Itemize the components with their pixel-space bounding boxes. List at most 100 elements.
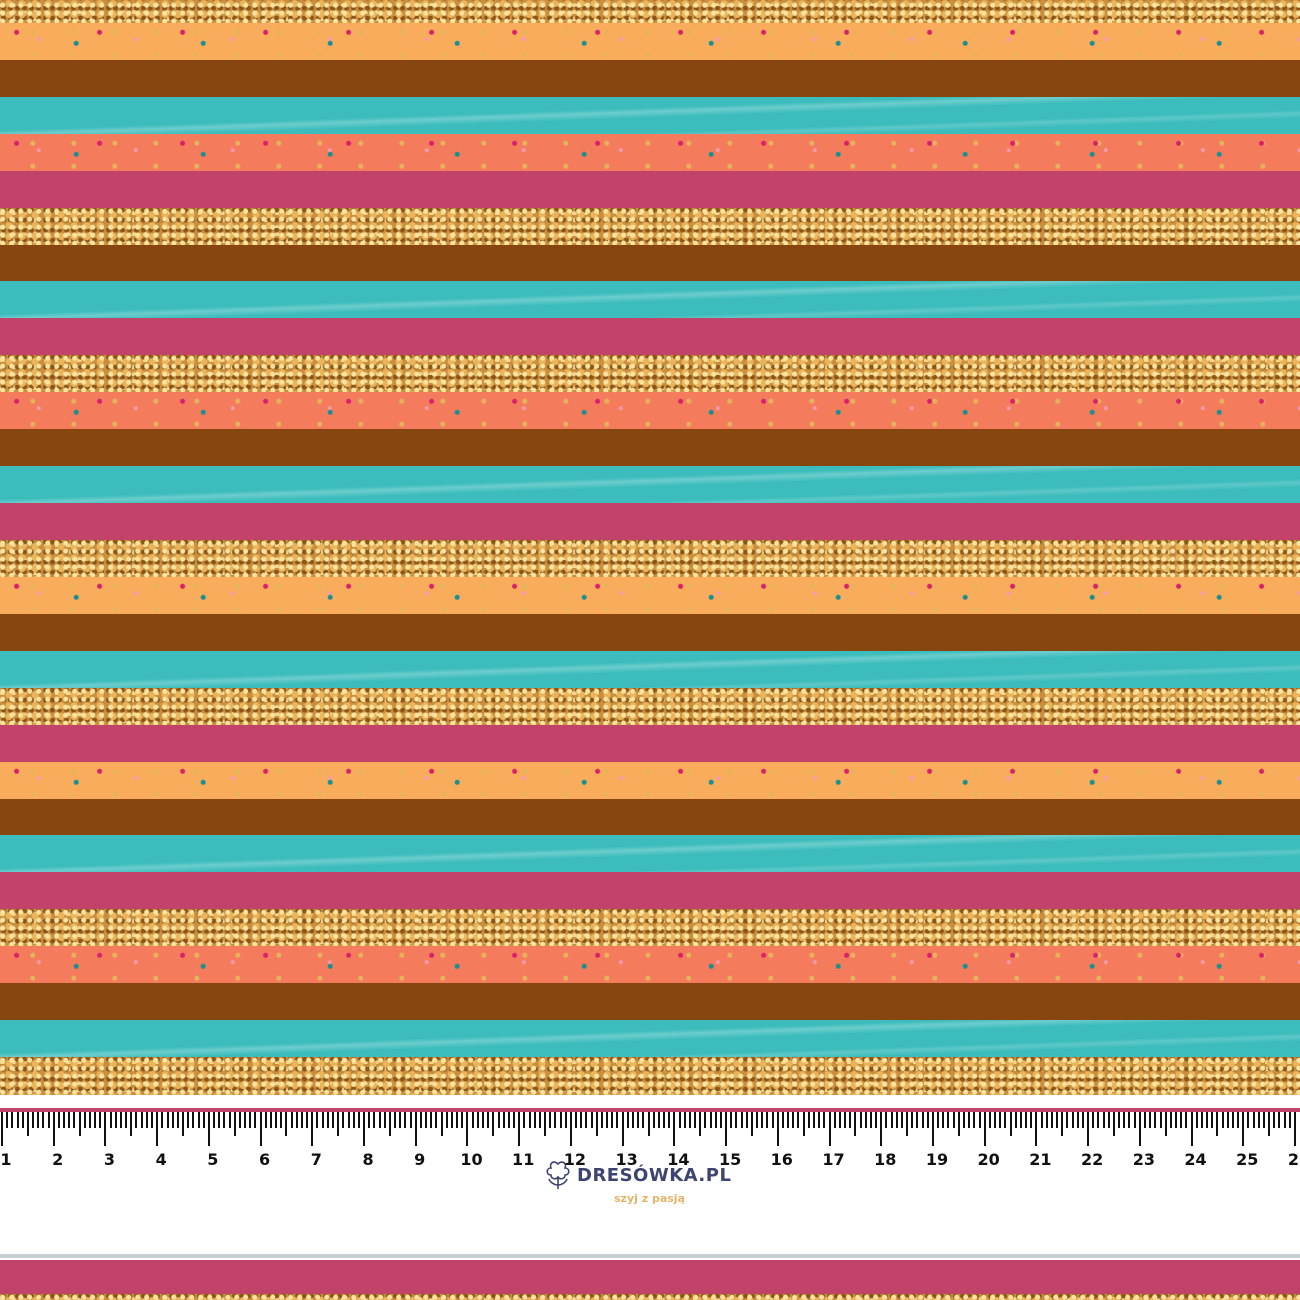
ruler-tick — [890, 1112, 893, 1128]
stripe-brown — [0, 983, 1300, 1022]
stripe-gold — [0, 540, 1300, 578]
ruler-tick — [1087, 1112, 1090, 1146]
ruler-tick — [797, 1112, 800, 1128]
ruler-tick — [554, 1112, 557, 1128]
ruler-tick — [481, 1112, 484, 1128]
ruler-tick — [818, 1112, 821, 1128]
ruler-tick — [1144, 1112, 1146, 1128]
ruler-tick — [357, 1112, 360, 1128]
ruler-tick — [26, 1112, 29, 1136]
ruler-tick — [207, 1112, 210, 1146]
ruler-tick — [807, 1112, 810, 1128]
ruler-tick — [513, 1112, 516, 1128]
ruler-tick — [1025, 1112, 1028, 1128]
ruler-tick — [1159, 1112, 1162, 1128]
ruler-tick — [280, 1112, 283, 1128]
stripe-coral — [0, 946, 1300, 985]
ruler-tick — [414, 1112, 417, 1146]
ruler-tick — [73, 1112, 76, 1128]
ruler-tick — [419, 1112, 422, 1128]
ruler-tick — [228, 1112, 231, 1128]
ruler-tick — [238, 1112, 241, 1128]
ruler-tick — [926, 1112, 929, 1128]
ruler-tick — [533, 1112, 536, 1128]
ruler-tick — [1242, 1112, 1245, 1146]
ruler-tick — [978, 1112, 981, 1128]
ruler-tick — [1273, 1112, 1276, 1128]
stripe-light-orange — [0, 22, 1300, 61]
ruler-tick — [254, 1112, 257, 1128]
stripe-pink — [0, 872, 1300, 911]
ruler-tick — [404, 1112, 407, 1128]
stripe-gold — [0, 909, 1300, 948]
ruler-tick — [626, 1112, 629, 1128]
ruler-tick — [182, 1112, 185, 1136]
stripe-gold — [0, 207, 1300, 246]
ruler-label: 25 — [1236, 1150, 1259, 1169]
ruler-tick — [528, 1112, 531, 1128]
ruler-tick — [647, 1112, 650, 1136]
ruler-tick — [21, 1112, 24, 1128]
ruler-tick — [502, 1112, 505, 1128]
ruler-label: 16 — [770, 1150, 793, 1169]
bottom-gold-band — [0, 1294, 1300, 1300]
ruler-tick — [957, 1112, 960, 1136]
ruler-tick — [694, 1112, 697, 1128]
ruler-tick — [1081, 1112, 1084, 1128]
ruler-tick — [213, 1112, 216, 1128]
ruler-label: 1 — [0, 1150, 12, 1169]
ruler-tick — [6, 1112, 9, 1128]
ruler-tick — [1180, 1112, 1183, 1128]
ruler-tick — [311, 1112, 314, 1146]
ruler-tick — [161, 1112, 164, 1128]
ruler-tick — [285, 1112, 288, 1136]
ruler-tick — [714, 1112, 717, 1128]
ruler-tick — [440, 1112, 443, 1136]
ruler-tick — [1076, 1112, 1079, 1128]
ruler-tick — [725, 1112, 728, 1146]
ruler-tick — [1221, 1112, 1224, 1128]
ruler-tick — [295, 1112, 298, 1128]
stripe-teal — [0, 650, 1300, 689]
ruler-tick — [16, 1112, 19, 1128]
stripe-brown — [0, 429, 1300, 468]
ruler-label: 2 — [52, 1150, 64, 1169]
ruler-label: 26 — [1287, 1150, 1300, 1169]
ruler-tick — [849, 1112, 852, 1128]
ruler-tick — [1071, 1112, 1074, 1128]
ruler-tick — [730, 1112, 733, 1128]
ruler-tick — [1123, 1112, 1126, 1128]
ruler-tick — [1102, 1112, 1105, 1128]
ruler-tick — [699, 1112, 702, 1136]
ruler-tick — [1294, 1112, 1296, 1146]
ruler-tick — [347, 1112, 350, 1128]
ruler-tick — [688, 1112, 691, 1128]
stripe-teal — [0, 1020, 1300, 1059]
ruler-label: 11 — [512, 1150, 535, 1169]
ruler-label: 6 — [259, 1150, 271, 1169]
ruler-tick — [885, 1112, 888, 1128]
ruler-tick — [750, 1112, 753, 1136]
ruler-tick — [269, 1112, 272, 1128]
ruler-label: 12 — [563, 1150, 587, 1169]
ruler-tick — [595, 1112, 598, 1136]
ruler-tick — [275, 1112, 278, 1128]
stripe-coral — [0, 392, 1300, 431]
ruler-tick — [321, 1112, 324, 1128]
ruler-tick — [1097, 1112, 1100, 1128]
cotton-flower-icon — [546, 1161, 570, 1189]
ruler-tick — [1278, 1112, 1281, 1128]
ruler-tick — [1226, 1112, 1229, 1128]
ruler-tick — [663, 1112, 666, 1128]
ruler-tick — [802, 1112, 805, 1136]
ruler-label: 20 — [977, 1150, 1000, 1169]
ruler-tick — [740, 1112, 743, 1128]
ruler-tick — [37, 1112, 40, 1128]
ruler-tick — [352, 1112, 355, 1128]
ruler-tick — [176, 1112, 179, 1128]
ruler-tick — [1, 1112, 3, 1146]
ruler-tick — [342, 1112, 345, 1128]
ruler-tick — [880, 1112, 883, 1146]
ruler-tick — [171, 1112, 174, 1128]
ruler-tick — [999, 1112, 1002, 1128]
